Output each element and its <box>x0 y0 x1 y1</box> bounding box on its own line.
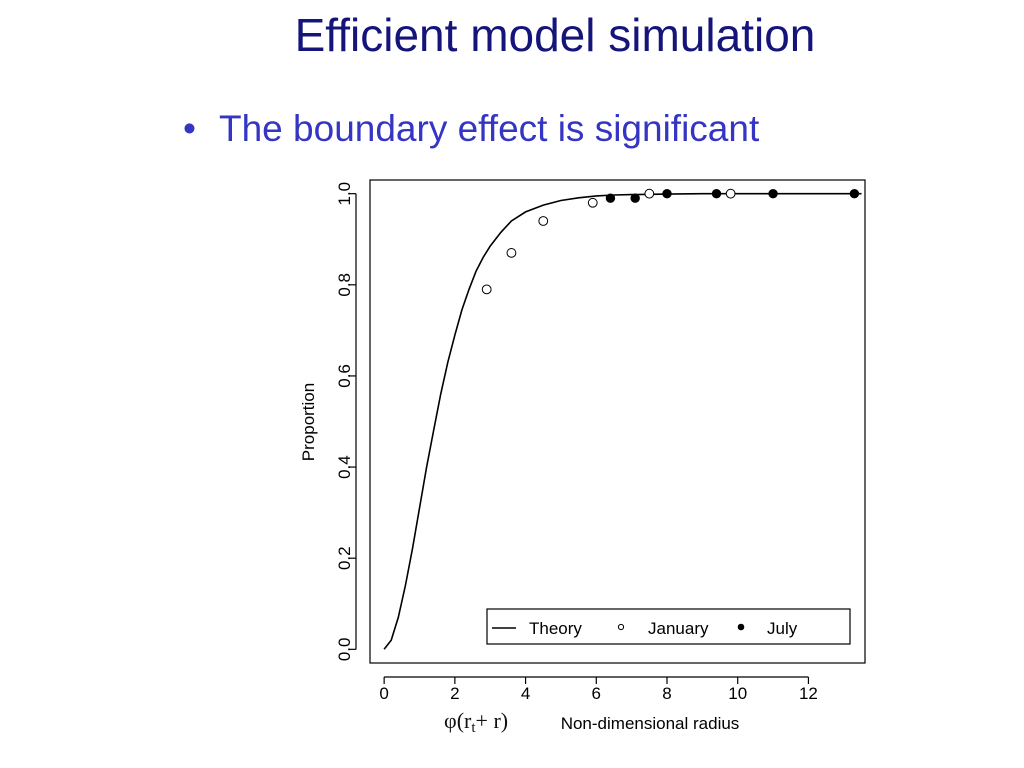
legend-box <box>486 608 851 645</box>
july-point <box>849 188 860 199</box>
formula-subscript: t <box>471 720 476 736</box>
x-tick-label: 4 <box>521 684 530 703</box>
y-tick-label: 0.4 <box>335 455 354 479</box>
y-tick-label: 0.2 <box>335 546 354 570</box>
y-tick-label: 0.0 <box>335 638 354 662</box>
y-tick-label: 0.6 <box>335 364 354 388</box>
plot-layer: 0 2 4 6 8 10 12 0.0 0.2 0.4 0.6 0.8 1.0 Non-dimension… <box>299 179 866 733</box>
theory-line <box>383 192 862 650</box>
july-point <box>662 188 672 199</box>
january-point <box>538 216 549 226</box>
july-point <box>605 193 616 203</box>
legend-filled-marker <box>737 623 745 631</box>
x-tick-label: 2 <box>450 684 459 703</box>
chart-legend: Theory January July <box>486 608 851 645</box>
formula-prefix: φ(r <box>444 708 472 733</box>
july-point <box>630 193 640 203</box>
x-axis-label: Non-dimensional radius <box>561 714 740 733</box>
legend-label-january: January <box>648 619 709 638</box>
y-tick-label: 1.0 <box>335 182 354 206</box>
plot-frame <box>369 179 866 664</box>
formula-label: φ(rt+ r) <box>444 706 508 743</box>
formula-suffix: + r) <box>475 708 509 733</box>
january-point <box>506 248 517 258</box>
x-tick-label: 8 <box>662 684 671 703</box>
slide-title: Efficient model simulation <box>294 9 816 61</box>
x-tick-label: 0 <box>379 684 388 703</box>
january-point <box>481 284 492 295</box>
legend-open-marker <box>617 623 625 631</box>
legend-label-theory: Theory <box>529 619 582 638</box>
y-axis-label: Proportion <box>299 383 318 461</box>
x-tick-label: 10 <box>728 684 747 703</box>
january-point <box>725 188 736 199</box>
x-tick-label: 6 <box>592 684 601 703</box>
bullet-marker: • <box>183 108 196 149</box>
legend-label-july: July <box>767 619 798 638</box>
bullet-text: The boundary effect is significant <box>219 108 760 149</box>
january-point <box>644 188 655 199</box>
bullet-point: • The boundary effect is significant <box>183 103 759 155</box>
y-tick-label: 0.8 <box>335 273 354 297</box>
x-tick-label: 12 <box>799 684 818 703</box>
july-point <box>711 188 722 199</box>
january-point <box>587 197 598 208</box>
july-point <box>768 188 778 199</box>
